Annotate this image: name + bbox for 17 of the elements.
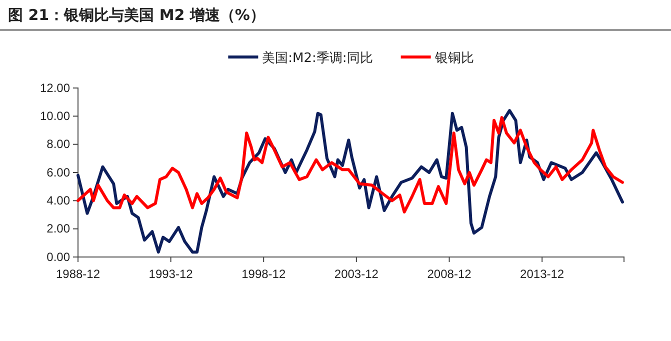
chart-title: 图 21：银铜比与美国 M2 增速（%）: [8, 6, 265, 24]
y-tick-label: 2.00: [46, 222, 70, 236]
y-tick-label: 0.00: [46, 250, 70, 264]
x-tick-label: 2013-12: [520, 267, 564, 282]
y-tick-label: 12.00: [40, 80, 70, 95]
x-tick-label: 2008-12: [427, 267, 472, 282]
y-tick-label: 8.00: [46, 137, 70, 152]
y-tick-label: 6.00: [46, 165, 70, 180]
x-tick-label: 1988-12: [56, 267, 100, 282]
y-tick-label: 4.00: [46, 194, 70, 208]
y-tick-label: 10.00: [40, 109, 70, 124]
legend-label: 美国:M2:季调:同比: [262, 50, 373, 66]
x-tick-label: 1998-12: [242, 267, 286, 282]
x-tick-label: 1993-12: [148, 267, 194, 282]
legend-label: 银铜比: [434, 51, 474, 66]
x-tick-label: 2003-12: [334, 267, 379, 282]
line-series: [76, 116, 624, 214]
